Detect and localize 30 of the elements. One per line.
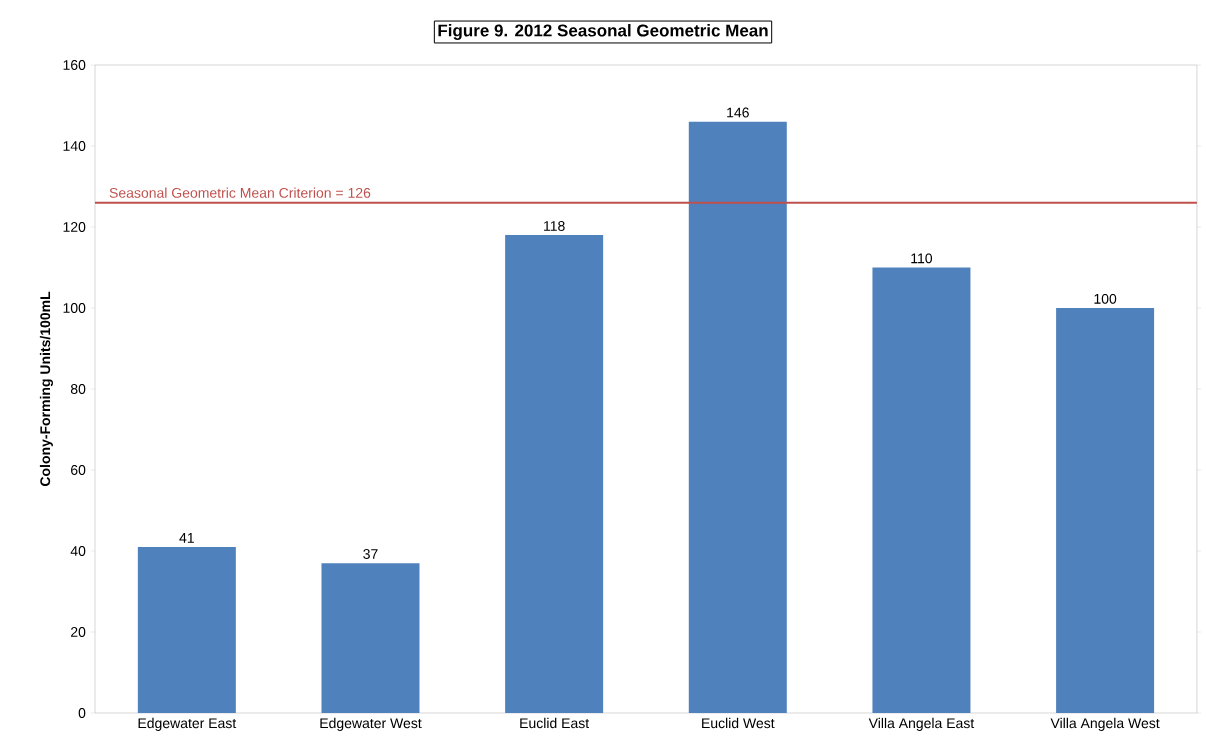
y-tick-label: 100	[63, 303, 86, 313]
bar	[688, 121, 787, 713]
y-tick-label: 80	[70, 384, 86, 394]
y-tick-label: 160	[63, 60, 86, 70]
x-tick-label: Villa Angela West	[1050, 717, 1160, 731]
data-label: 100	[1094, 293, 1117, 304]
data-label: 37	[363, 549, 378, 559]
y-tick-label: 60	[71, 465, 86, 475]
bar	[1056, 308, 1155, 713]
chart-title: Figure 9. 2012 Seasonal Geometric Mean	[438, 24, 768, 40]
y-tick-label: 0	[78, 708, 86, 718]
bar	[872, 267, 971, 713]
data-label: 110	[911, 253, 933, 264]
x-tick-label: Villa Angela East	[868, 717, 975, 731]
x-tick-label: Edgewater West	[320, 717, 422, 731]
data-label: 146	[727, 107, 749, 118]
bar	[137, 546, 236, 713]
data-label: 118	[544, 220, 565, 231]
bar	[321, 563, 420, 713]
ref-line-label: Seasonal Geometric Mean Criterion = 126	[109, 187, 371, 198]
y-tick-label: 40	[70, 546, 86, 556]
x-tick-label: Euclid East	[520, 717, 590, 729]
y-tick-label: 120	[63, 222, 86, 232]
x-tick-label: Edgewater East	[138, 717, 237, 731]
y-tick-label: 20	[71, 627, 86, 637]
y-tick-label: 140	[63, 141, 86, 151]
bar	[505, 235, 604, 713]
x-tick-label: Euclid West	[702, 717, 775, 729]
y-axis-title: Colony-Forming Units/100mL	[39, 291, 53, 487]
data-label: 41	[179, 533, 194, 543]
